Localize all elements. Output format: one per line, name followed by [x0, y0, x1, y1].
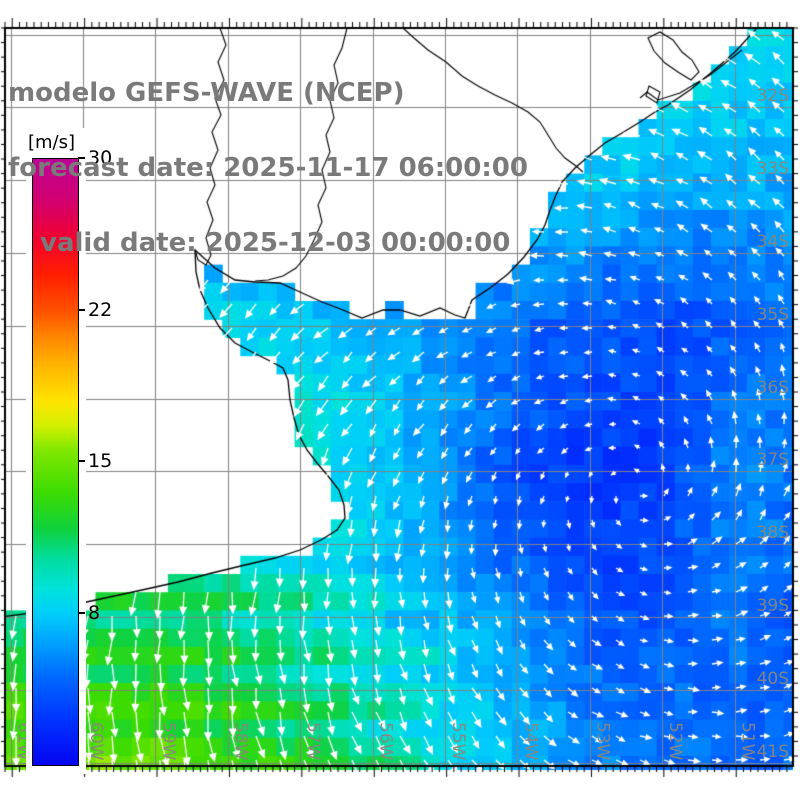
lon-label: 52W [665, 721, 686, 760]
colorbar-tick-label: 22 [88, 298, 113, 321]
lat-label: 41S [756, 741, 789, 762]
forecast-date: forecast date: 2025-11-17 06:00:00 [8, 153, 528, 183]
lat-label: 34S [756, 231, 789, 252]
lat-label: 32S [756, 86, 789, 107]
lon-label: 57W [303, 721, 324, 760]
colorbar-tick-mark [78, 157, 85, 159]
lat-label: 39S [756, 595, 789, 616]
colorbar-tick-mark [78, 611, 85, 614]
colorbar-tick-label: 8 [88, 601, 101, 624]
lon-label: 56W [375, 721, 396, 760]
lon-label: 59W [158, 721, 179, 760]
lat-label: 40S [756, 668, 789, 689]
lat-label: 36S [756, 377, 789, 398]
lon-label: 51W [737, 721, 758, 760]
lon-label: 58W [230, 721, 251, 760]
lat-label: 35S [756, 304, 789, 325]
lat-label: 37S [756, 450, 789, 471]
lat-label: 38S [756, 523, 789, 544]
lon-label: 53W [592, 721, 613, 760]
colorbar-gradient [32, 158, 79, 766]
colorbar-tick-mark [78, 308, 85, 311]
colorbar-tick-mark [78, 460, 85, 462]
colorbar-unit-label: [m/s] [28, 132, 76, 153]
lon-label: 54W [520, 721, 541, 760]
valid-date: valid date: 2025-12-03 00:00:00 [40, 228, 511, 258]
lon-label: 55W [447, 721, 468, 760]
figure-title-block: modelo GEFS-WAVE (NCEP) forecast date: 2… [8, 31, 528, 306]
lon-label: 60W [85, 721, 106, 760]
colorbar-tick-label: 15 [88, 450, 113, 472]
colorbar-tick-label: 30 [88, 147, 113, 169]
model-title: modelo GEFS-WAVE (NCEP) [8, 78, 405, 108]
colorbar-panel: [m/s] [26, 128, 86, 774]
lat-label: 33S [756, 159, 789, 180]
